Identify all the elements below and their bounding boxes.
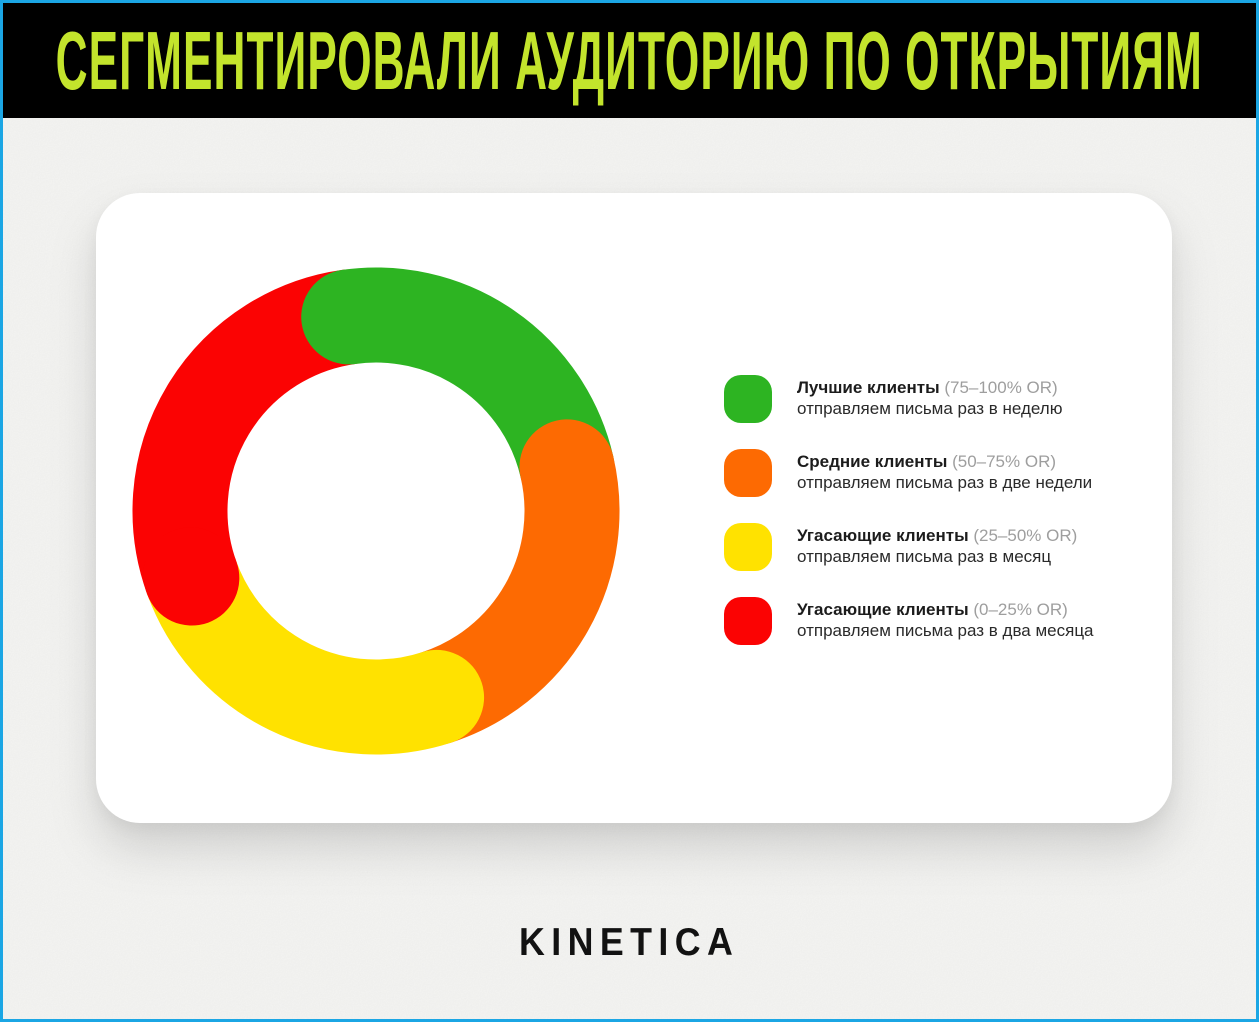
content-card: Лучшие клиенты (75–100% OR) отправляем п… xyxy=(96,193,1172,823)
legend-name: Средние клиенты xyxy=(797,452,948,471)
legend-item-best-clients: Лучшие клиенты (75–100% OR) отправляем п… xyxy=(724,375,1094,423)
donut-chart xyxy=(132,267,620,755)
legend-range: (75–100% OR) xyxy=(944,378,1058,397)
legend-text: Лучшие клиенты (75–100% OR) отправляем п… xyxy=(797,375,1062,419)
legend-swatch-green xyxy=(724,375,772,423)
legend-description: отправляем письма раз в две недели xyxy=(797,473,1093,492)
legend-line-1: Угасающие клиенты (25–50% OR) xyxy=(797,525,1077,546)
legend-range: (0–25% OR) xyxy=(973,600,1068,619)
legend-item-dying-clients: Угасающие клиенты (0–25% OR) отправляем … xyxy=(724,597,1094,645)
legend-text: Угасающие клиенты (25–50% OR) отправляем… xyxy=(797,523,1077,567)
legend-swatch-yellow xyxy=(724,523,772,571)
legend-name: Лучшие клиенты xyxy=(797,378,940,397)
brand-logo: KINETICA xyxy=(519,921,740,964)
donut-chart-container xyxy=(126,261,626,761)
legend-description: отправляем письма раз в месяц xyxy=(797,547,1052,566)
legend-description: отправляем письма раз в неделю xyxy=(797,399,1063,418)
legend-item-medium-clients: Средние клиенты (50–75% OR) отправляем п… xyxy=(724,449,1094,497)
legend: Лучшие клиенты (75–100% OR) отправляем п… xyxy=(724,375,1094,645)
footer: KINETICA xyxy=(3,921,1256,965)
legend-line-1: Средние клиенты (50–75% OR) xyxy=(797,451,1092,472)
legend-name: Угасающие клиенты xyxy=(797,526,969,545)
legend-name: Угасающие клиенты xyxy=(797,600,969,619)
legend-line-1: Лучшие клиенты (75–100% OR) xyxy=(797,377,1062,398)
legend-description: отправляем письма раз в два месяца xyxy=(797,621,1094,640)
legend-item-fading-clients: Угасающие клиенты (25–50% OR) отправляем… xyxy=(724,523,1094,571)
legend-line-1: Угасающие клиенты (0–25% OR) xyxy=(797,599,1094,620)
legend-range: (25–50% OR) xyxy=(973,526,1078,545)
legend-range: (50–75% OR) xyxy=(952,452,1057,471)
header-banner: СЕГМЕНТИРОВАЛИ АУДИТОРИЮ ПО ОТКРЫТИЯМ xyxy=(3,3,1256,118)
legend-text: Средние клиенты (50–75% OR) отправляем п… xyxy=(797,449,1092,493)
legend-swatch-red xyxy=(724,597,772,645)
legend-text: Угасающие клиенты (0–25% OR) отправляем … xyxy=(797,597,1094,641)
page-title: СЕГМЕНТИРОВАЛИ АУДИТОРИЮ ПО ОТКРЫТИЯМ xyxy=(55,14,1204,107)
legend-swatch-orange xyxy=(724,449,772,497)
